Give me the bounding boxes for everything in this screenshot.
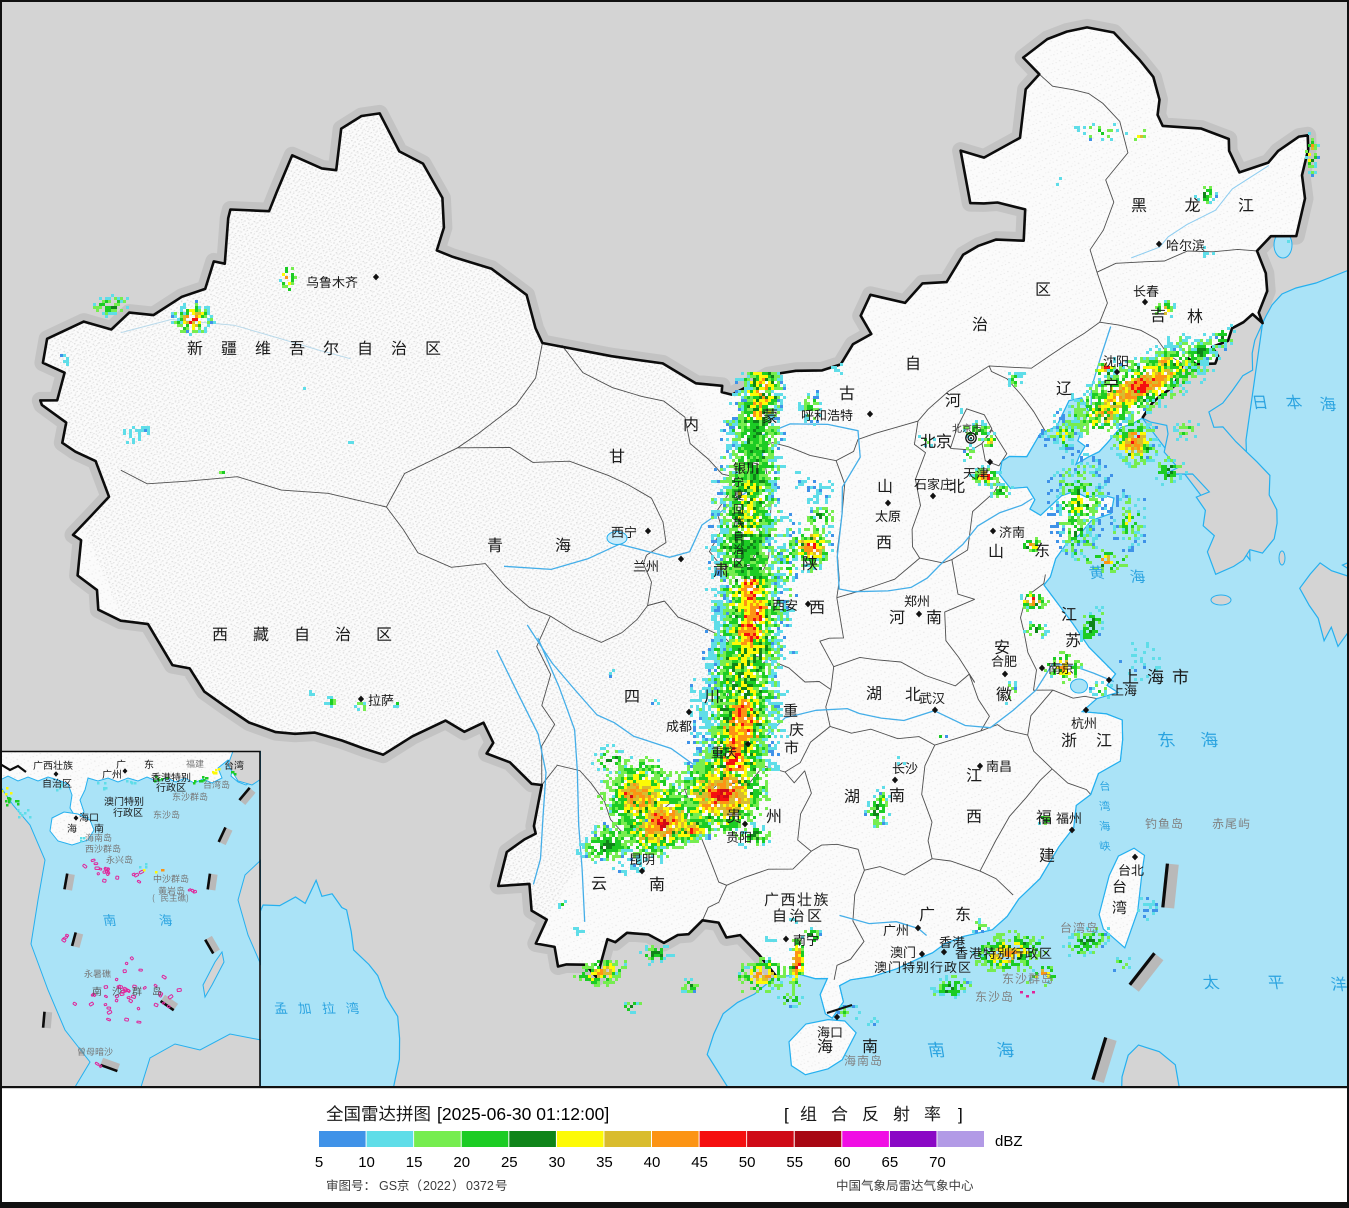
svg-text:0372: 0372 <box>466 1179 494 1193</box>
svg-text:30: 30 <box>549 1154 566 1171</box>
svg-text:35: 35 <box>596 1154 613 1171</box>
svg-text:10: 10 <box>358 1154 375 1171</box>
svg-text:40: 40 <box>644 1154 661 1171</box>
svg-text:[: [ <box>784 1105 789 1124</box>
svg-text:70: 70 <box>929 1154 946 1171</box>
svg-text:45: 45 <box>691 1154 708 1171</box>
svg-text:dBZ: dBZ <box>995 1133 1023 1150</box>
svg-text:GS: GS <box>379 1179 397 1193</box>
svg-text:50: 50 <box>739 1154 756 1171</box>
svg-text:[2025-06-30 01:12:00]: [2025-06-30 01:12:00] <box>437 1104 609 1124</box>
svg-text:20: 20 <box>453 1154 470 1171</box>
svg-text:5: 5 <box>315 1154 323 1171</box>
svg-text:65: 65 <box>882 1154 899 1171</box>
svg-text:25: 25 <box>501 1154 518 1171</box>
svg-text:60: 60 <box>834 1154 851 1171</box>
svg-text:]: ] <box>958 1105 963 1124</box>
svg-text:2022: 2022 <box>423 1179 451 1193</box>
svg-text:15: 15 <box>406 1154 423 1171</box>
svg-text:55: 55 <box>786 1154 803 1171</box>
